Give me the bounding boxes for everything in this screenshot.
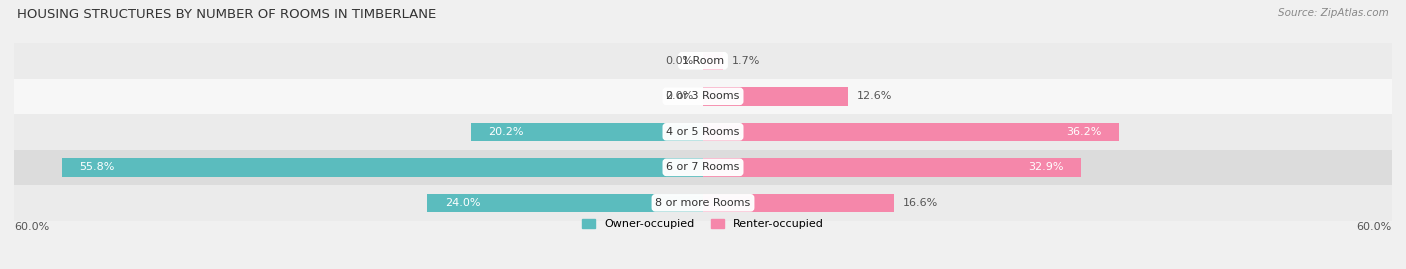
Text: 2 or 3 Rooms: 2 or 3 Rooms [666, 91, 740, 101]
Text: 0.0%: 0.0% [665, 91, 693, 101]
Text: Source: ZipAtlas.com: Source: ZipAtlas.com [1278, 8, 1389, 18]
Bar [14, 79, 1392, 114]
Bar [62, 158, 703, 176]
Text: 36.2%: 36.2% [1066, 127, 1101, 137]
Bar [471, 123, 703, 141]
Text: 12.6%: 12.6% [856, 91, 893, 101]
Bar [703, 52, 723, 70]
Legend: Owner-occupied, Renter-occupied: Owner-occupied, Renter-occupied [582, 219, 824, 229]
Text: 1.7%: 1.7% [731, 56, 761, 66]
Text: 6 or 7 Rooms: 6 or 7 Rooms [666, 162, 740, 172]
Bar [427, 194, 703, 212]
Bar [14, 114, 1392, 150]
Bar [14, 43, 1392, 79]
Bar [703, 123, 1119, 141]
Text: 32.9%: 32.9% [1028, 162, 1063, 172]
Bar [703, 158, 1081, 176]
Text: 16.6%: 16.6% [903, 198, 938, 208]
Text: 60.0%: 60.0% [1357, 222, 1392, 232]
Text: 55.8%: 55.8% [80, 162, 115, 172]
Text: 8 or more Rooms: 8 or more Rooms [655, 198, 751, 208]
Text: 60.0%: 60.0% [14, 222, 49, 232]
Bar [703, 194, 894, 212]
Text: 20.2%: 20.2% [488, 127, 524, 137]
Bar [14, 185, 1392, 221]
Bar [14, 150, 1392, 185]
Bar [703, 87, 848, 105]
Text: 4 or 5 Rooms: 4 or 5 Rooms [666, 127, 740, 137]
Text: 24.0%: 24.0% [444, 198, 479, 208]
Text: 0.0%: 0.0% [665, 56, 693, 66]
Text: 1 Room: 1 Room [682, 56, 724, 66]
Text: HOUSING STRUCTURES BY NUMBER OF ROOMS IN TIMBERLANE: HOUSING STRUCTURES BY NUMBER OF ROOMS IN… [17, 8, 436, 21]
